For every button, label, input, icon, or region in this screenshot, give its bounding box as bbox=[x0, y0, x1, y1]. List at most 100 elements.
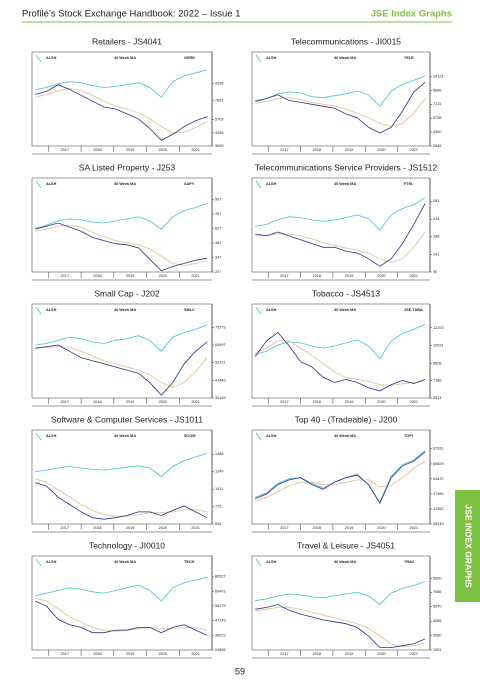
chart-title: Telecommunications Service Providers - J… bbox=[255, 162, 438, 172]
x-tick-label: 2020 bbox=[377, 400, 385, 404]
y-tick-label: 141 bbox=[433, 252, 439, 256]
x-tick-label: 2018 bbox=[93, 148, 101, 152]
series-line bbox=[255, 581, 426, 606]
series-line bbox=[35, 324, 208, 352]
series-line bbox=[255, 451, 426, 505]
y-tick-label: 67331 bbox=[433, 447, 444, 451]
series-line bbox=[255, 197, 426, 231]
y-tick-label: 63997 bbox=[215, 343, 226, 347]
y-tick-label: 5514 bbox=[433, 396, 441, 400]
chart-frame bbox=[31, 303, 213, 399]
y-tick-label: 1249 bbox=[215, 470, 223, 474]
legend-label: 40 Week MA bbox=[334, 182, 356, 186]
y-tick-label: 907 bbox=[215, 197, 221, 201]
legend-icon bbox=[255, 54, 262, 63]
x-tick-label: 2021 bbox=[191, 274, 199, 278]
series-line bbox=[255, 450, 426, 503]
x-tick-label: 2017 bbox=[61, 148, 69, 152]
y-tick-label: 12253 bbox=[433, 326, 444, 330]
chart-title: Telecommunications - JI0015 bbox=[291, 36, 401, 46]
y-tick-label: 54437 bbox=[433, 477, 444, 481]
y-tick-label: 75273 bbox=[215, 325, 226, 329]
x-tick-label: 2018 bbox=[313, 652, 321, 656]
x-tick-label: 2017 bbox=[280, 652, 288, 656]
y-tick-label: 41562 bbox=[433, 507, 444, 511]
legend-label: ALSH bbox=[266, 182, 277, 186]
legend-label: 40 Week MA bbox=[114, 434, 136, 438]
y-tick-label: 2560 bbox=[433, 634, 441, 638]
series-line bbox=[255, 604, 426, 648]
x-tick-label: 2019 bbox=[345, 526, 353, 530]
y-tick-label: 7085 bbox=[433, 590, 441, 594]
chart-title: Travel & Leisure - JS4051 bbox=[297, 540, 395, 550]
legend-label: 40 Week MA bbox=[114, 182, 136, 186]
legend-label: ALSH bbox=[266, 560, 277, 564]
x-tick-label: 2019 bbox=[126, 526, 134, 530]
x-tick-label: 2019 bbox=[345, 400, 353, 404]
x-tick-label: 2021 bbox=[191, 652, 199, 656]
y-tick-label: 5570 bbox=[433, 605, 441, 609]
header-title: Profile’s Stock Exchange Handbook: 2022 … bbox=[22, 9, 240, 20]
y-tick-label: 4356 bbox=[215, 131, 223, 135]
series-line bbox=[35, 452, 208, 478]
y-tick-label: 5756 bbox=[433, 116, 441, 120]
y-tick-label: 95 bbox=[433, 270, 437, 274]
legend-label: FTEL bbox=[404, 182, 414, 186]
x-tick-label: 2019 bbox=[126, 400, 134, 404]
y-tick-label: 30169 bbox=[215, 396, 226, 400]
y-tick-label: 281 bbox=[433, 199, 439, 203]
y-tick-label: 47149 bbox=[215, 619, 226, 623]
y-tick-label: 4065 bbox=[433, 619, 441, 623]
series-line bbox=[254, 331, 426, 392]
chart-title: Retailers - JS4041 bbox=[92, 36, 162, 46]
x-tick-label: 2020 bbox=[377, 274, 385, 278]
y-tick-label: 347 bbox=[215, 255, 221, 259]
x-tick-label: 2020 bbox=[159, 274, 167, 278]
series-line bbox=[35, 341, 208, 396]
series-line bbox=[255, 606, 426, 648]
x-tick-label: 2020 bbox=[377, 526, 385, 530]
chart-frame bbox=[31, 555, 213, 651]
series-line bbox=[35, 346, 208, 388]
x-tick-label: 2017 bbox=[280, 148, 288, 152]
y-tick-label: 1051 bbox=[433, 648, 441, 652]
series-line bbox=[35, 576, 208, 602]
y-tick-label: 36023 bbox=[215, 633, 226, 637]
y-tick-label: 47985 bbox=[433, 492, 444, 496]
x-tick-label: 2018 bbox=[93, 274, 101, 278]
y-tick-label: 9398 bbox=[215, 82, 223, 86]
chart-title: SA Listed Property - J253 bbox=[79, 162, 176, 172]
legend-label: ALSH bbox=[46, 182, 57, 186]
x-tick-label: 2021 bbox=[191, 148, 199, 152]
series-line bbox=[255, 460, 426, 502]
legend-icon bbox=[35, 180, 42, 189]
x-tick-label: 2019 bbox=[345, 148, 353, 152]
y-tick-label: 10121 bbox=[433, 74, 444, 78]
legend-label: ALSH bbox=[46, 434, 57, 438]
series-line bbox=[255, 323, 426, 360]
y-tick-label: 1488 bbox=[215, 452, 223, 456]
series-line bbox=[255, 81, 426, 134]
y-tick-label: 5703 bbox=[215, 118, 223, 122]
legend-icon bbox=[255, 432, 262, 441]
y-tick-label: 69401 bbox=[215, 589, 226, 593]
legend-label: 40 Week MA bbox=[114, 308, 136, 312]
x-tick-label: 2021 bbox=[191, 526, 199, 530]
x-tick-label: 2021 bbox=[410, 652, 418, 656]
x-tick-label: 2020 bbox=[377, 148, 385, 152]
series-line bbox=[35, 69, 208, 98]
series-line bbox=[35, 600, 208, 636]
series-line bbox=[35, 597, 208, 632]
series-line bbox=[255, 97, 426, 127]
legend-label: 40 Week MA bbox=[334, 560, 356, 564]
x-tick-label: 2020 bbox=[159, 400, 167, 404]
legend-label: 40 Week MA bbox=[334, 434, 356, 438]
x-tick-label: 2021 bbox=[410, 526, 418, 530]
x-tick-label: 2018 bbox=[313, 274, 321, 278]
y-tick-label: 8808 bbox=[433, 362, 441, 366]
y-tick-label: 772 bbox=[215, 505, 221, 509]
series-line bbox=[35, 478, 208, 517]
legend-label: ALSH bbox=[46, 308, 57, 312]
y-tick-label: 1011 bbox=[215, 487, 223, 491]
